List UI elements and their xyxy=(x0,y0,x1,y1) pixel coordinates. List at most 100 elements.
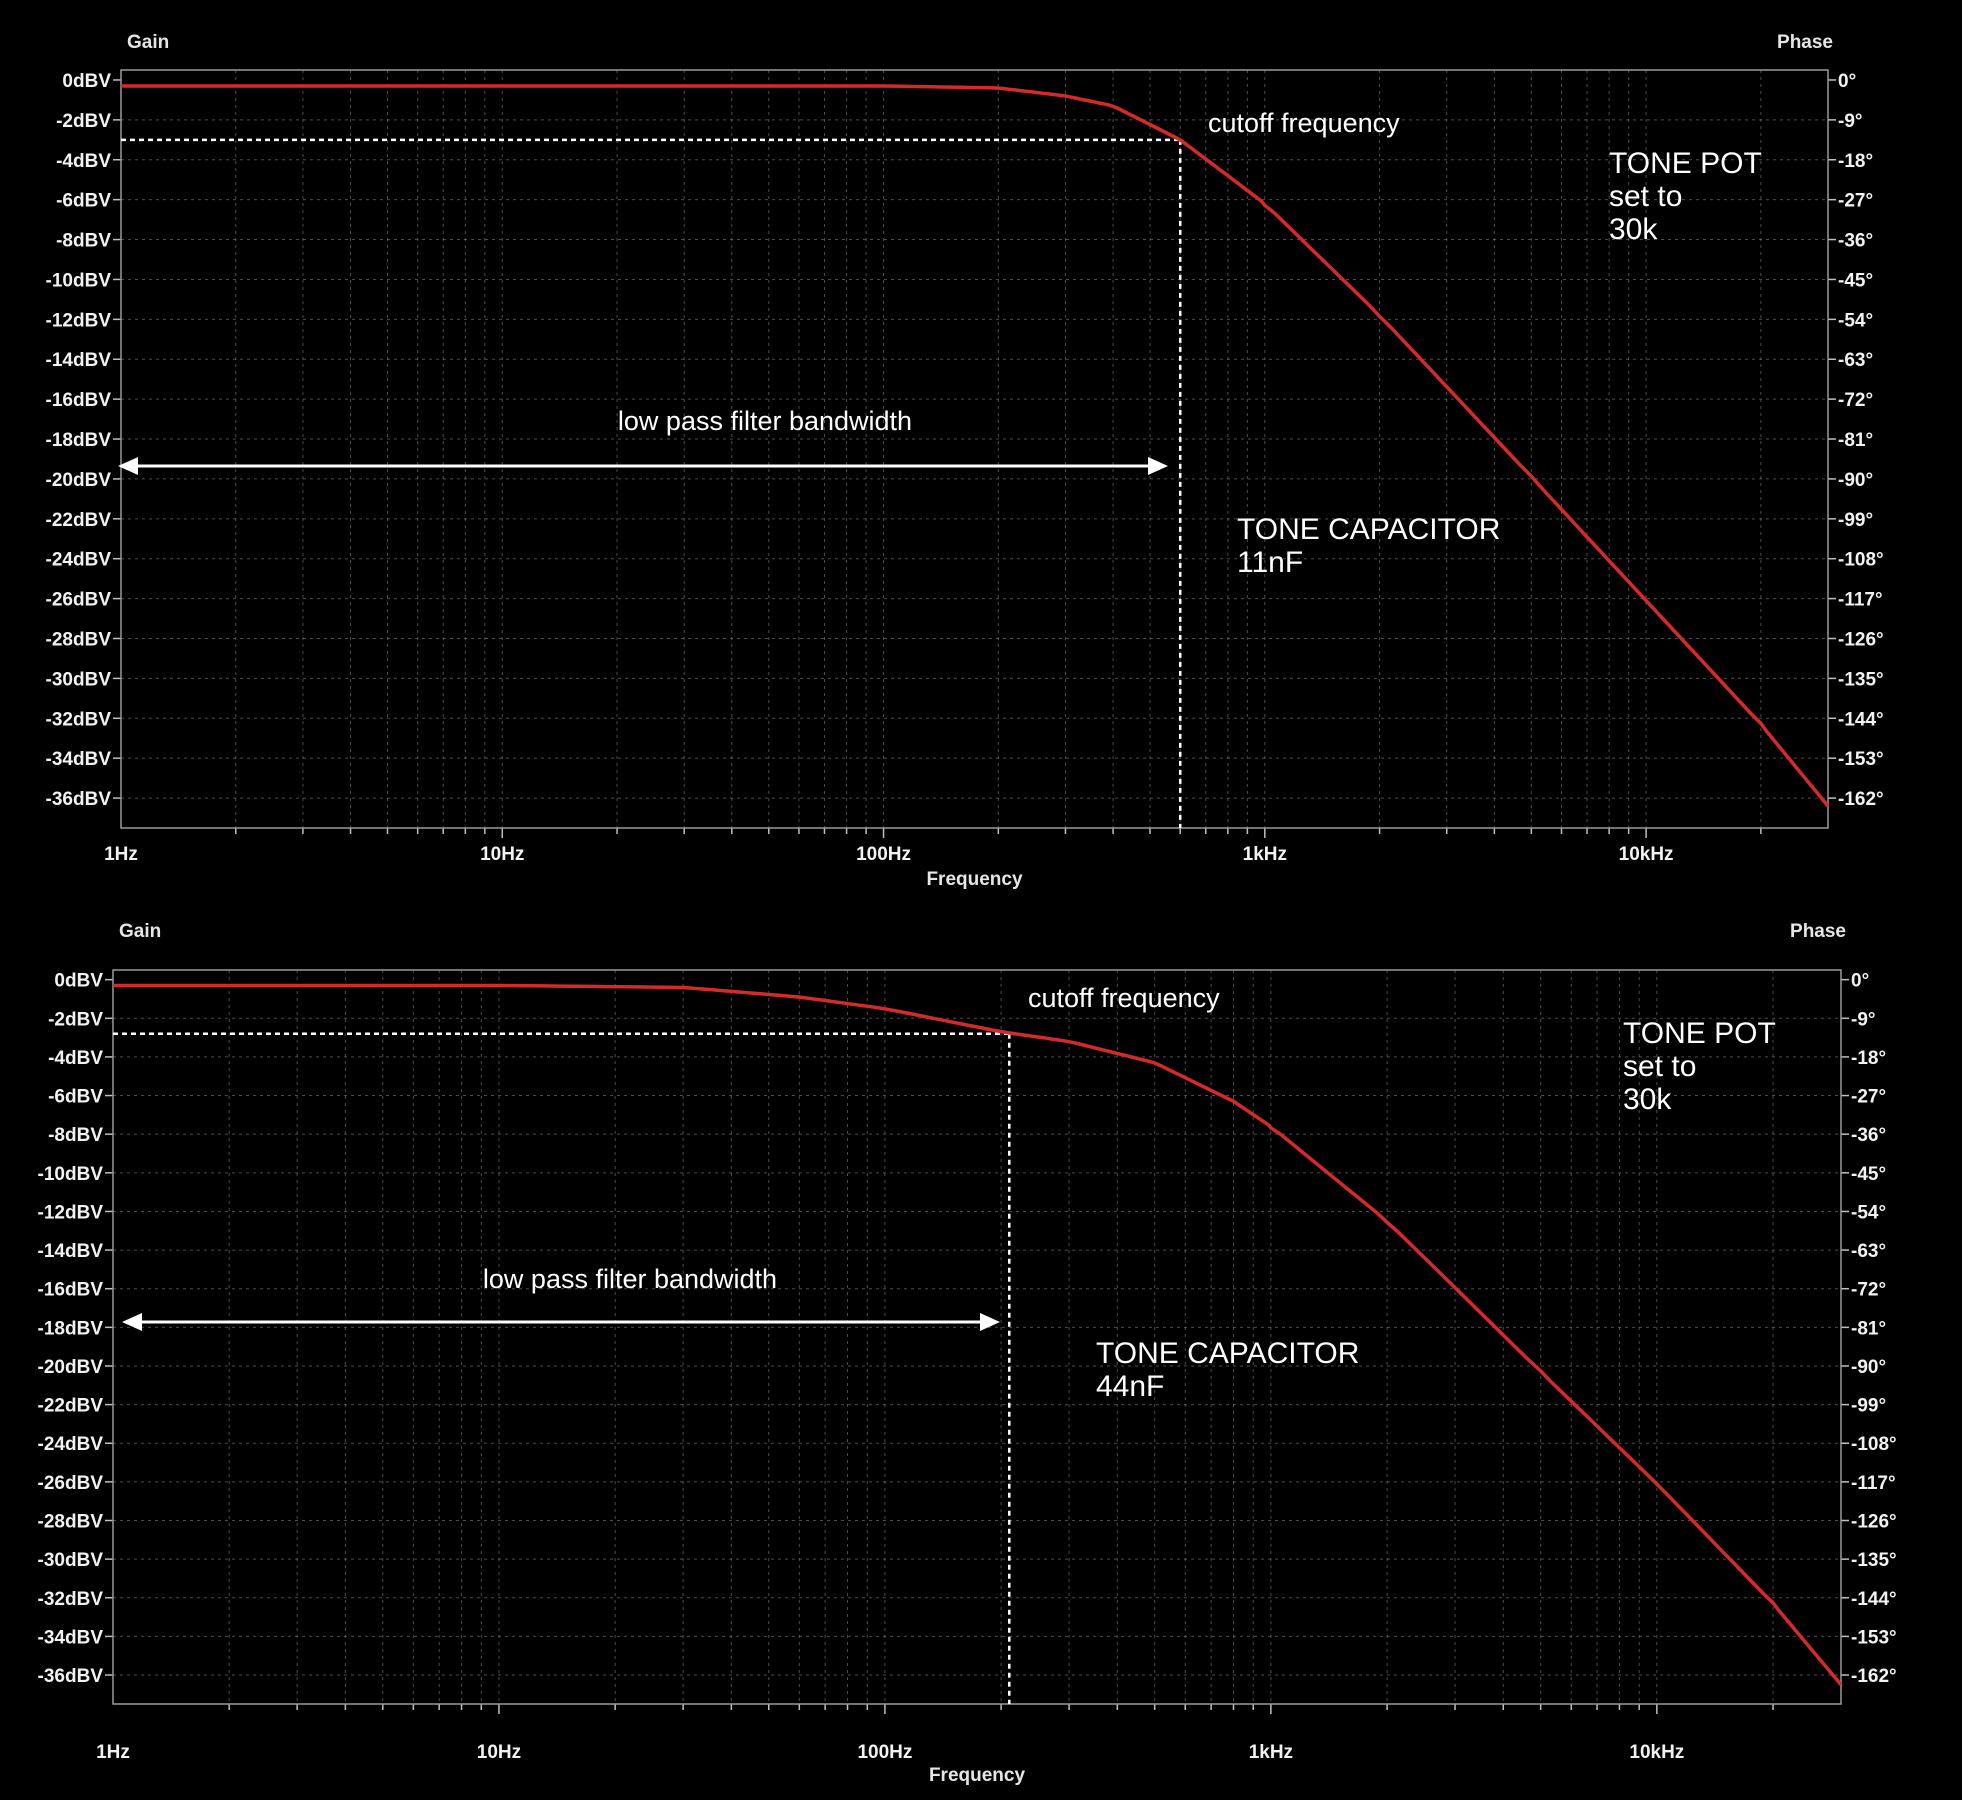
gain-curve xyxy=(113,983,1843,1686)
y-tick-label: -4dBV xyxy=(48,1048,103,1069)
y2-tick-label: -90° xyxy=(1851,1357,1886,1378)
y2-tick-label: -27° xyxy=(1838,191,1873,212)
bandwidth-label: low pass filter bandwidth xyxy=(618,406,912,436)
y2-tick-label: -81° xyxy=(1851,1318,1886,1339)
y-axis-title-gain: Gain xyxy=(119,921,161,942)
y-tick-label: -36dBV xyxy=(38,1666,104,1687)
bandwidth-arrow-head-left xyxy=(122,1313,142,1331)
y-tick-label: -10dBV xyxy=(38,1164,104,1185)
tone-pot-label-line3: 30k xyxy=(1609,213,1658,246)
y-tick-label: -32dBV xyxy=(46,709,112,730)
y-tick-label: -28dBV xyxy=(38,1512,104,1533)
y2-tick-label: -36° xyxy=(1838,231,1873,252)
y2-tick-label: -108° xyxy=(1838,550,1884,571)
y2-tick-label: -45° xyxy=(1851,1164,1886,1185)
y2-tick-label: -27° xyxy=(1851,1087,1886,1108)
bode-plot-bottom: 0dBV 0° -2dBV -9° -4dBV -18° -6dBV -27° -8dBV -36… xyxy=(38,921,1897,1786)
y2-tick-label: -117° xyxy=(1838,590,1883,611)
plot-frame xyxy=(112,969,1842,1705)
y-tick-label: -2dBV xyxy=(48,1009,103,1030)
y2-tick-label: -153° xyxy=(1838,749,1884,770)
y-tick-label: -14dBV xyxy=(46,350,112,371)
y2-tick-label: -162° xyxy=(1851,1666,1897,1687)
x-tick-label: 1Hz xyxy=(104,844,138,865)
y-tick-label: -24dBV xyxy=(38,1434,104,1455)
y-tick-label: -36dBV xyxy=(46,789,112,810)
y2-tick-label: -63° xyxy=(1838,350,1873,371)
tone-pot-label-line1: TONE POT xyxy=(1623,1017,1776,1050)
gain-curve xyxy=(121,84,1830,808)
y-tick-label: -30dBV xyxy=(46,669,112,690)
y-tick-label: -12dBV xyxy=(38,1202,104,1223)
x-tick-label: 10kHz xyxy=(1629,1742,1684,1763)
y-tick-label: -18dBV xyxy=(46,430,112,451)
y-tick-label: -8dBV xyxy=(48,1125,103,1146)
bandwidth-label: low pass filter bandwidth xyxy=(483,1264,777,1294)
bode-plot-top: 0dBV 0° -2dBV -9° -4dBV -18° -6dBV -27° -8dBV -36… xyxy=(46,32,1884,890)
y-tick-label: -12dBV xyxy=(46,310,112,331)
y2-tick-label: -54° xyxy=(1851,1202,1886,1223)
y-tick-label: -28dBV xyxy=(46,630,112,651)
cutoff-frequency-label: cutoff frequency xyxy=(1208,108,1400,138)
x-tick-label: 10Hz xyxy=(477,1742,521,1763)
y-tick-label: -2dBV xyxy=(56,111,111,132)
y2-tick-label: -126° xyxy=(1838,630,1884,651)
y2-tick-label: -135° xyxy=(1851,1550,1897,1571)
tone-pot-label-line3: 30k xyxy=(1623,1083,1672,1116)
y2-tick-label: -81° xyxy=(1838,430,1873,451)
y-tick-label: -6dBV xyxy=(56,191,111,212)
y2-tick-label: -153° xyxy=(1851,1627,1897,1648)
y2-tick-label: -90° xyxy=(1838,470,1873,491)
tone-pot-label-line2: set to xyxy=(1623,1050,1696,1083)
y2-tick-label: -9° xyxy=(1838,111,1863,132)
y2-tick-label: -126° xyxy=(1851,1512,1897,1533)
y2-tick-label: -9° xyxy=(1851,1009,1876,1030)
y-tick-label: -20dBV xyxy=(38,1357,104,1378)
y-tick-label: -26dBV xyxy=(38,1473,104,1494)
bandwidth-arrow-head-left xyxy=(118,457,138,475)
y2-tick-label: -144° xyxy=(1851,1589,1897,1610)
plot-frame xyxy=(120,69,1829,829)
y-tick-label: -16dBV xyxy=(46,390,112,411)
y2-tick-label: -63° xyxy=(1851,1241,1886,1262)
y2-tick-label: -54° xyxy=(1838,310,1873,331)
x-tick-label: 100Hz xyxy=(857,1742,912,1763)
bandwidth-arrow-head-right xyxy=(1148,457,1168,475)
tone-capacitor-label-line2: 44nF xyxy=(1096,1370,1164,1403)
y2-tick-label: -162° xyxy=(1838,789,1884,810)
bandwidth-arrow-head-right xyxy=(980,1313,1000,1331)
x-tick-label: 1Hz xyxy=(96,1742,130,1763)
x-tick-label: 1kHz xyxy=(1243,844,1287,865)
y-tick-label: -24dBV xyxy=(46,550,112,571)
x-tick-label: 10Hz xyxy=(480,844,524,865)
y-tick-label: -22dBV xyxy=(38,1396,104,1417)
y2-tick-label: 0° xyxy=(1838,71,1856,92)
y-tick-label: -14dBV xyxy=(38,1241,104,1262)
y-tick-label: -20dBV xyxy=(46,470,112,491)
y2-tick-label: -72° xyxy=(1851,1280,1886,1301)
tone-capacitor-label-line1: TONE CAPACITOR xyxy=(1096,1337,1359,1370)
y2-axis-title-phase: Phase xyxy=(1790,921,1846,942)
y2-tick-label: 0° xyxy=(1851,971,1869,992)
y-axis-title-gain: Gain xyxy=(127,32,169,53)
y-tick-label: -8dBV xyxy=(56,231,111,252)
y2-tick-label: -99° xyxy=(1838,510,1873,531)
y-tick-label: -26dBV xyxy=(46,590,112,611)
tone-pot-label-line1: TONE POT xyxy=(1609,147,1762,180)
y2-axis-title-phase: Phase xyxy=(1777,32,1833,53)
y-tick-label: -10dBV xyxy=(46,270,112,291)
y-tick-label: -30dBV xyxy=(38,1550,104,1571)
x-axis-title: Frequency xyxy=(926,869,1023,890)
x-tick-label: 100Hz xyxy=(856,844,911,865)
y-tick-label: -4dBV xyxy=(56,151,111,172)
y-tick-label: -32dBV xyxy=(38,1589,104,1610)
x-axis-title: Frequency xyxy=(929,1765,1026,1786)
y-tick-label: 0dBV xyxy=(62,71,111,92)
y-tick-label: -34dBV xyxy=(46,749,112,770)
y-tick-label: -16dBV xyxy=(38,1280,104,1301)
x-tick-label: 10kHz xyxy=(1619,844,1674,865)
tone-pot-label-line2: set to xyxy=(1609,180,1682,213)
cutoff-frequency-label: cutoff frequency xyxy=(1028,983,1220,1013)
y-tick-label: -18dBV xyxy=(38,1318,104,1339)
y2-tick-label: -117° xyxy=(1851,1473,1896,1494)
